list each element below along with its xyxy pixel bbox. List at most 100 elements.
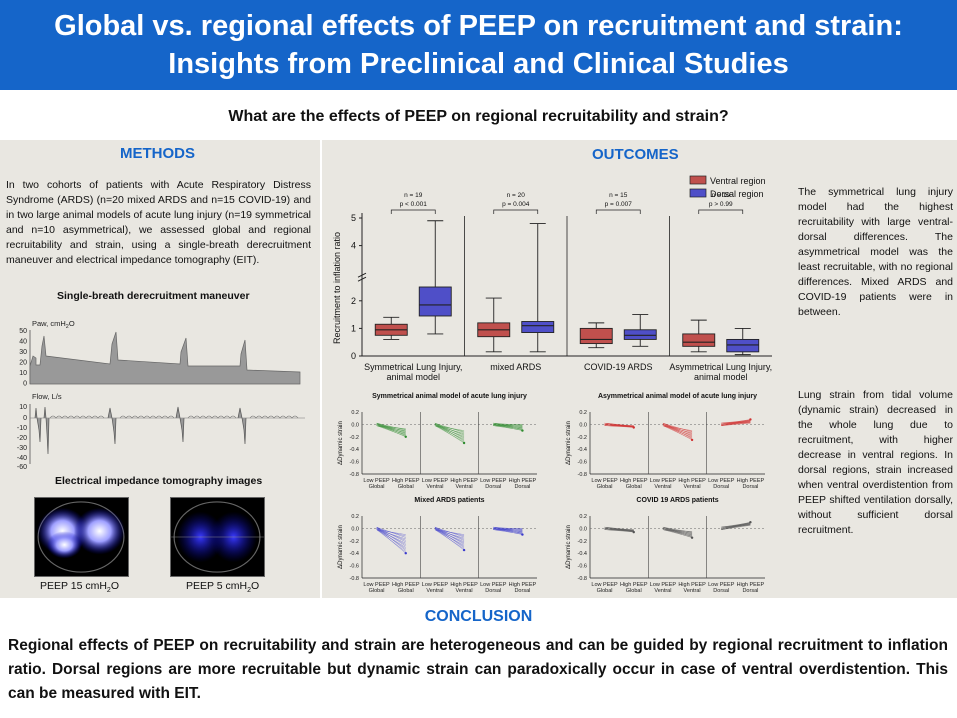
- paw-tick: 20: [19, 360, 27, 367]
- paw-trace: [29, 331, 301, 385]
- strain-x-tick: Low PEEP: [591, 582, 618, 588]
- strain-x-tick: High PEEP: [509, 582, 537, 588]
- subject-line: [376, 422, 406, 434]
- flow-tick: 10: [19, 404, 27, 411]
- title-banner: Global vs. regional effects of PEEP on r…: [0, 0, 957, 90]
- strain-x-tick: High PEEP: [678, 478, 706, 484]
- strain-y-tick: 0.2: [351, 514, 359, 520]
- strain-y-tick: 0.2: [579, 410, 587, 416]
- subject-line: [493, 424, 523, 431]
- subject-point: [632, 530, 635, 534]
- outcome-text-recruitability: The symmetrical lung injury model had th…: [798, 186, 953, 318]
- flow-tick: -10: [17, 425, 27, 432]
- strain-x-tick-line2: Ventral: [426, 588, 443, 593]
- strain-x-tick-line2: Ventral: [456, 484, 473, 490]
- strain-x-tick: Low PEEP: [591, 478, 618, 484]
- subject-point: [404, 435, 407, 438]
- strain-y-tick: -0.6: [578, 460, 587, 466]
- strain-x-tick-line2: Dorsal: [514, 484, 530, 490]
- strain-x-tick-line2: Ventral: [684, 588, 701, 593]
- y-tick-label: 5: [351, 213, 356, 223]
- strain-x-tick: High PEEP: [620, 582, 648, 588]
- strain-x-tick-line2: Global: [369, 484, 385, 490]
- subject-line: [662, 425, 693, 440]
- subject-line: [662, 526, 693, 536]
- group-label: Symmetrical Lung Injury,: [364, 362, 462, 372]
- strain-x-tick-line2: Dorsal: [713, 588, 729, 593]
- strain-x-tick-line2: Dorsal: [742, 484, 758, 490]
- strain-x-tick: Low PEEP: [708, 582, 735, 588]
- strain-y-tick: -0.6: [350, 564, 359, 570]
- strain-y-tick: -0.2: [350, 435, 359, 441]
- recruitment-boxplot: 0 1 2 4 5 Recruitment to inflation ratio Ventr…: [332, 175, 772, 382]
- strain-panel-title: COVID 19 ARDS patients: [636, 497, 718, 504]
- subject-line: [721, 419, 751, 425]
- subject-line: [721, 522, 751, 529]
- legend-label-dorsal: Dorsal region: [710, 189, 764, 199]
- paw-label: Paw, cmH2O: [32, 319, 75, 330]
- y-tick-label: 4: [351, 241, 356, 251]
- strain-y-tick: 0.0: [579, 526, 587, 532]
- paw-axis-ticks: 50 40 30 20 10 0: [19, 328, 27, 388]
- subject-line: [376, 424, 406, 436]
- eit-image-peep15: [34, 497, 129, 577]
- subject-line: [493, 526, 523, 534]
- subject-line: [662, 424, 693, 438]
- y-tick-label: 1: [351, 323, 356, 333]
- subject-line: [434, 526, 465, 548]
- subject-line: [376, 422, 406, 436]
- paw-tick: 40: [19, 339, 27, 346]
- strain-x-tick-line2: Dorsal: [742, 588, 758, 593]
- strain-y-tick: -0.6: [350, 460, 359, 466]
- maneuver-title: Single-breath derecruitment maneuver: [57, 290, 250, 302]
- strain-x-tick: Low PEEP: [422, 582, 449, 588]
- title-line-1: Global vs. regional effects of PEEP on r…: [54, 10, 903, 42]
- subject-line: [376, 526, 406, 538]
- subject-line: [493, 422, 523, 430]
- strain-panel-title: Symmetrical animal model of acute lung i…: [372, 393, 527, 400]
- eit2-caption: PEEP 5 cmH2O: [186, 580, 260, 595]
- strain-y-tick: 0.0: [579, 422, 587, 428]
- strain-x-tick: High PEEP: [392, 582, 420, 588]
- subject-line: [493, 422, 523, 429]
- strain-y-tick: -0.2: [350, 539, 359, 545]
- group-n: n = 20: [507, 192, 526, 199]
- subject-line: [662, 424, 693, 441]
- strain-x-tick-line2: Global: [398, 588, 414, 593]
- strain-x-tick-line2: Global: [597, 588, 613, 593]
- y-tick-label: 2: [351, 296, 356, 306]
- subject-point: [749, 418, 752, 421]
- subject-line: [662, 526, 693, 535]
- strain-x-tick: Low PEEP: [363, 478, 390, 484]
- strain-x-tick-line2: Dorsal: [485, 484, 501, 490]
- strain-x-tick: High PEEP: [737, 478, 765, 484]
- group-label: Asymmetrical Lung Injury,: [669, 362, 772, 372]
- strain-x-tick-line2: Global: [597, 484, 613, 490]
- box-ventral: [682, 333, 716, 347]
- strain-x-tick: High PEEP: [450, 478, 478, 484]
- subject-line: [662, 528, 693, 538]
- strain-y-tick: -0.4: [578, 551, 587, 557]
- subject-line: [493, 422, 523, 426]
- outcomes-panel: OUTCOMES 0 1 2 4 5 Recruitment to inflation r…: [322, 140, 957, 598]
- subject-point: [690, 438, 694, 442]
- strain-x-tick: High PEEP: [678, 582, 706, 588]
- subject-line: [604, 422, 634, 428]
- paw-tick: 0: [23, 381, 27, 388]
- strain-x-tick-line2: Dorsal: [514, 588, 530, 593]
- subject-point: [632, 426, 635, 429]
- group-n: n = 19: [404, 192, 423, 199]
- group-p-value: p = 0.007: [605, 201, 633, 208]
- outcome-text-strain: Lung strain from tidal volume (dynamic s…: [798, 389, 953, 536]
- strain-x-tick-line2: Ventral: [426, 484, 443, 490]
- group-p-value: p = 0.004: [502, 201, 530, 208]
- group-label-line2: animal model: [386, 372, 440, 382]
- strain-x-tick-line2: Global: [626, 484, 642, 490]
- derecruitment-waveforms: Paw, cmH2O 50 40 30 20 10 0 Flow, L/s 10 0 -10 -…: [17, 319, 305, 471]
- strain-y-tick: -0.2: [578, 435, 587, 441]
- strain-y-tick: 0.2: [351, 410, 359, 416]
- strain-y-tick: -0.6: [578, 564, 587, 570]
- subject-line: [662, 422, 693, 433]
- group-p-value: p > 0.99: [709, 201, 733, 208]
- subject-line: [376, 526, 406, 542]
